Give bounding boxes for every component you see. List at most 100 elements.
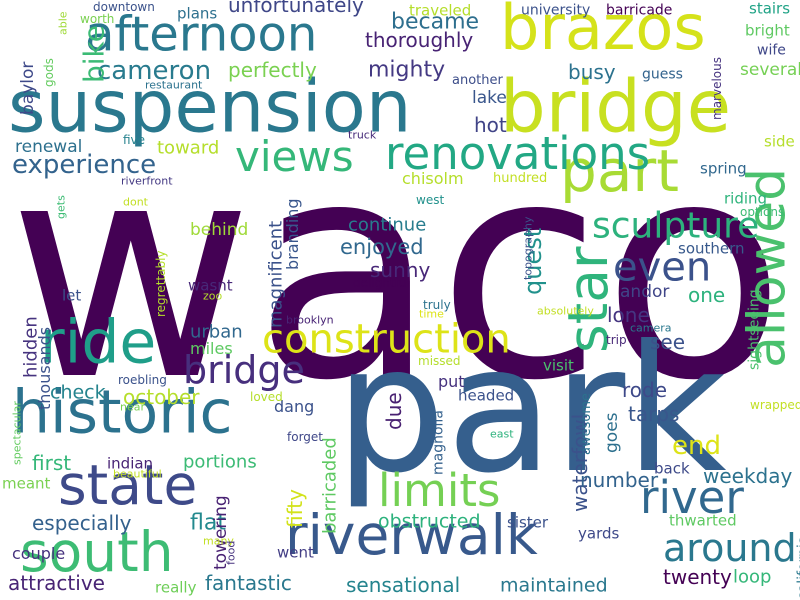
cloud-word: food <box>224 541 237 565</box>
cloud-word: brooklyn <box>286 313 334 326</box>
cloud-word: sightseeing <box>747 289 763 370</box>
cloud-word: spring <box>700 159 747 177</box>
cloud-word: mighty <box>368 58 445 83</box>
cloud-word: star <box>556 246 620 353</box>
cloud-word: five <box>123 133 145 147</box>
cloud-word: branding <box>283 198 302 270</box>
cloud-word: one <box>688 283 725 307</box>
cloud-word: obstructed <box>378 510 481 532</box>
cloud-word: delightful <box>353 276 410 290</box>
cloud-word: first <box>32 451 71 475</box>
cloud-word: southern <box>678 239 745 257</box>
cloud-word: couple <box>12 544 65 563</box>
cloud-word: downtown <box>93 0 155 14</box>
cloud-word: wasnt <box>188 276 233 294</box>
cloud-word: zoo <box>203 289 223 302</box>
cloud-word: west <box>416 193 444 207</box>
cloud-word: park <box>335 309 727 512</box>
cloud-word: historic <box>12 378 233 448</box>
cloud-word: fifty <box>283 489 307 528</box>
cloud-word: brazos <box>500 0 706 64</box>
cloud-word: continue <box>348 215 426 236</box>
cloud-word: rode <box>622 378 667 402</box>
cloud-word: time <box>419 307 444 320</box>
cloud-word: waco <box>8 97 786 446</box>
cloud-word: check <box>50 381 106 403</box>
cloud-word: hidden <box>21 316 42 378</box>
cloud-word: waterfowl <box>568 414 592 512</box>
cloud-word: stairs <box>749 0 790 17</box>
cloud-word: unfortunately <box>228 0 364 17</box>
cloud-word: regrettably <box>154 250 168 317</box>
cloud-word: traveled <box>409 1 471 19</box>
cloud-word: number <box>580 468 659 492</box>
cloud-word: bridge <box>500 65 731 149</box>
cloud-word: urban <box>190 322 243 343</box>
cloud-word: options <box>740 205 784 219</box>
cloud-word: dang <box>274 397 314 416</box>
cloud-word: back <box>654 459 690 477</box>
cloud-word: university <box>521 3 590 19</box>
cloud-word: miles <box>190 339 233 358</box>
cloud-word: indian <box>107 454 153 472</box>
cloud-word: guess <box>642 67 683 83</box>
cloud-word: cameron <box>97 56 211 86</box>
cloud-word: enjoyed <box>340 235 424 259</box>
cloud-word: loop <box>733 567 771 588</box>
cloud-word: views <box>235 132 354 181</box>
cloud-word: especially <box>32 511 132 535</box>
cloud-word: sculpture <box>592 205 759 246</box>
cloud-word: bridge <box>183 348 305 392</box>
cloud-word: river <box>640 471 744 524</box>
cloud-word: worth <box>80 12 114 26</box>
cloud-word: due <box>382 392 406 430</box>
cloud-word: twenty <box>663 565 732 589</box>
cloud-word: gods <box>42 58 56 87</box>
cloud-word: truck <box>348 128 377 141</box>
cloud-word: hundred <box>493 171 547 186</box>
cloud-word: end <box>672 431 721 461</box>
cloud-word: put <box>438 372 465 391</box>
cloud-word: attractive <box>8 571 105 595</box>
cloud-word: marvelous <box>710 57 724 120</box>
cloud-word: busy <box>568 60 616 84</box>
cloud-word: perfectly <box>228 58 317 82</box>
cloud-word: weekday <box>703 464 793 488</box>
cloud-word: trip <box>606 333 627 347</box>
cloud-word: visit <box>543 356 574 374</box>
cloud-word: really <box>155 578 197 596</box>
cloud-word: sunny <box>370 258 430 282</box>
cloud-word: limits <box>378 464 500 517</box>
cloud-word: behind <box>190 220 248 240</box>
cloud-word: thousands <box>35 327 54 410</box>
cloud-word: renewal <box>15 137 82 157</box>
cloud-word: fantastic <box>205 571 292 595</box>
cloud-word: bike <box>77 25 110 83</box>
cloud-word: state <box>58 453 197 517</box>
cloud-word: sister <box>507 513 549 531</box>
cloud-word: loved <box>250 390 283 404</box>
cloud-word: restaurant <box>145 78 203 91</box>
cloud-word: riverfront <box>121 174 173 187</box>
cloud-word: ride <box>40 308 156 378</box>
cloud-word: awesome <box>579 393 594 455</box>
cloud-word: riverwalk <box>285 503 538 567</box>
cloud-word: sensational <box>346 573 460 597</box>
cloud-word: maintained <box>500 574 608 596</box>
cloud-word: yards <box>578 524 619 542</box>
cloud-word: another <box>452 73 503 88</box>
cloud-word: october <box>123 385 200 409</box>
cloud-word: truly <box>423 298 451 312</box>
cloud-word: flat <box>190 511 226 536</box>
cloud-word: wrapped <box>750 398 800 412</box>
cloud-word: east <box>490 427 514 440</box>
cloud-word: goes <box>602 412 622 453</box>
cloud-word: barricade <box>606 3 672 19</box>
cloud-word: bright <box>745 21 790 39</box>
cloud-word: experience <box>12 150 156 180</box>
cloud-word: south <box>20 520 174 584</box>
cloud-word: meant <box>2 474 51 492</box>
cloud-word: able <box>56 11 69 35</box>
